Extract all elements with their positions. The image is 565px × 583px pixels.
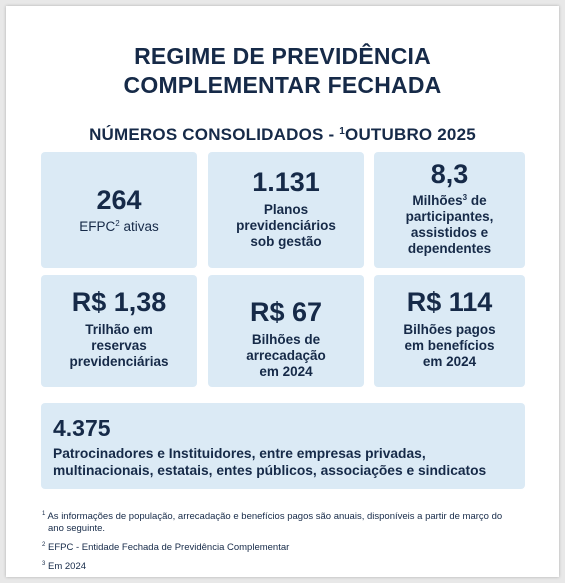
footnote-1: 1 As informações de população, arrecadaç… <box>42 508 512 535</box>
stat-label-line: participantes, <box>405 209 494 224</box>
stat-box-planos: 1.131 Planos previdenciários sob gestão <box>208 152 364 268</box>
stat-box-reservas: R$ 1,38 Trilhão em reservas previdenciár… <box>41 275 197 387</box>
footnote-text: EFPC - Entidade Fechada de Previdência C… <box>47 542 290 553</box>
stat-label-line: dependentes <box>407 241 492 256</box>
subtitle-prefix: NÚMEROS CONSOLIDADOS - <box>89 125 340 144</box>
stat-box-beneficios: R$ 114 Bilhões pagos em benefícios em 20… <box>374 275 525 387</box>
stat-label-line: reservas <box>91 338 147 353</box>
page-subtitle: NÚMEROS CONSOLIDADOS - 1OUTUBRO 2025 <box>6 121 559 146</box>
stat-label-line: em benefícios <box>404 338 495 353</box>
subtitle-date: OUTUBRO 2025 <box>345 125 476 144</box>
stat-label-text: Milhões <box>412 193 463 208</box>
stat-value: 1.131 <box>252 167 320 197</box>
stat-label-text: EFPC <box>79 219 116 234</box>
stat-label-line: Planos <box>263 202 309 217</box>
stat-label-line: multinacionais, estatais, entes públicos… <box>53 463 487 478</box>
infographic-card: REGIME DE PREVIDÊNCIA COMPLEMENTAR FECHA… <box>6 6 559 577</box>
stat-label-line: Bilhões pagos <box>403 322 496 337</box>
page-title: REGIME DE PREVIDÊNCIA COMPLEMENTAR FECHA… <box>6 42 559 100</box>
stat-value: R$ 114 <box>406 287 493 317</box>
footnote-text: Em 2024 <box>47 561 87 572</box>
footnote-2: 2 EFPC - Entidade Fechada de Previdência… <box>42 539 512 554</box>
stat-value: 264 <box>96 185 142 215</box>
stat-label-line: em 2024 <box>422 354 477 369</box>
footnote-text: As informações de população, arrecadação… <box>47 511 503 534</box>
title-line-2: COMPLEMENTAR FECHADA <box>123 72 442 98</box>
subtitle-footnote-mark: 1 <box>339 126 346 137</box>
stat-label-line: previdenciárias <box>69 354 169 369</box>
stat-label-text: ativas <box>119 219 159 234</box>
stat-box-participantes: 8,3 Milhões3 de participantes, assistido… <box>374 152 525 268</box>
stat-value: 8,3 <box>430 159 469 189</box>
stat-value: R$ 1,38 <box>71 287 167 317</box>
stat-value: 4.375 <box>53 415 111 441</box>
stat-label-line: Patrocinadores e Instituidores, entre em… <box>53 446 426 461</box>
stat-label-text: de <box>467 193 487 208</box>
stat-label-line: previdenciários <box>236 218 336 233</box>
footnote-mark: 3 <box>462 193 468 202</box>
footnote-mark: 2 <box>115 219 120 228</box>
stat-box-patrocinadores: 4.375 Patrocinadores e Instituidores, en… <box>41 403 525 489</box>
stat-value: R$ 67 <box>249 297 323 327</box>
footnote-mark: 1 <box>42 511 46 517</box>
footnote-3: 3 Em 2024 <box>42 558 512 573</box>
footnote-mark: 3 <box>42 561 46 567</box>
stat-label-line: sob gestão <box>250 234 322 249</box>
stat-label-line: em 2024 <box>259 364 313 379</box>
stat-label: EFPC2 ativas <box>41 216 197 235</box>
stat-label-line: arrecadação <box>246 348 326 363</box>
footnote-mark: 2 <box>42 542 46 548</box>
stat-label-line: assistidos e <box>410 225 489 240</box>
stat-box-efpc: 264 EFPC2 ativas <box>41 152 197 268</box>
stat-label-line: Bilhões de <box>251 332 321 347</box>
stat-label-line: Milhões3 de <box>374 190 525 209</box>
footnotes: 1 As informações de população, arrecadaç… <box>42 508 512 577</box>
title-line-1: REGIME DE PREVIDÊNCIA <box>134 43 431 69</box>
stat-label-line: Trilhão em <box>85 322 153 337</box>
stat-box-arrecadacao: R$ 67 Bilhões de arrecadação em 2024 <box>208 275 364 387</box>
